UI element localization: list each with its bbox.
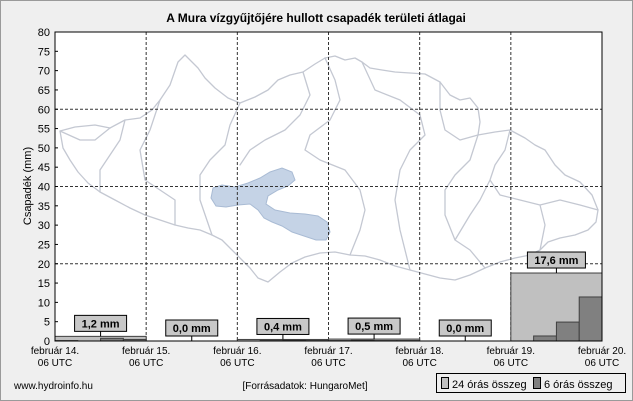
value-label: 17,6 mm [526, 251, 586, 274]
x-tick-date: február 18. [395, 346, 443, 357]
value-label-text: 0,0 mm [446, 323, 484, 335]
legend-box [436, 373, 626, 393]
y-tick-label: 55 [38, 124, 50, 136]
map-outline [59, 54, 599, 283]
chart-title: A Mura vízgyűjtőjére hullott csapadék te… [166, 11, 466, 25]
y-tick-label: 60 [38, 104, 50, 116]
x-tick-label: február 18.06 UTC [395, 346, 443, 369]
x-tick-time: 06 UTC [129, 358, 163, 369]
x-tick-time: 06 UTC [311, 358, 345, 369]
x-tick-time: 06 UTC [585, 358, 619, 369]
y-tick-label: 75 [38, 46, 50, 58]
x-tick-date: február 19. [487, 346, 535, 357]
value-label-box [165, 319, 219, 337]
x-tick-label: február 15.06 UTC [122, 346, 170, 369]
x-tick-time: 06 UTC [38, 358, 72, 369]
y-axis-ticks: 0 5 10 15 20 25 30 35 40 45 50 55 60 65 70 75 80 [38, 27, 58, 348]
value-label-text: 0,0 mm [173, 323, 211, 335]
y-tick-label: 5 [44, 317, 50, 329]
y-tick-label: 80 [38, 27, 50, 39]
x-tick-time: 06 UTC [220, 358, 254, 369]
y-tick-label: 10 [38, 297, 50, 309]
x-tick-date: február 15. [122, 346, 170, 357]
value-labels: 1,2 mm 0,0 mm 0,4 mm 0,5 mm 0,0 mm 17,6 mm [74, 251, 586, 341]
value-label-box [438, 319, 492, 337]
map-inner-borders [59, 57, 599, 271]
y-tick-label: 20 [38, 259, 50, 271]
y-tick-label: 25 [38, 239, 50, 251]
value-label-box [347, 317, 401, 335]
x-tick-date: február 14. [31, 346, 79, 357]
y-tick-label: 15 [38, 278, 50, 290]
y-tick-label: 50 [38, 143, 50, 155]
y-tick-label: 30 [38, 220, 50, 232]
value-label-text: 0,5 mm [355, 321, 393, 333]
x-tick-label: február 16.06 UTC [213, 346, 261, 369]
value-label: 0,0 mm [165, 319, 219, 341]
legend-swatch-6h [533, 377, 541, 389]
value-label-box [74, 314, 128, 332]
x-tick-label: február 17.06 UTC [304, 346, 352, 369]
x-tick-label: február 19.06 UTC [487, 346, 535, 369]
y-axis-label: Csapadék (mm) [22, 147, 34, 225]
y-tick-label: 70 [38, 66, 50, 78]
legend-label-6h: 6 órás összeg [544, 379, 612, 391]
legend-swatch-24h [441, 377, 449, 389]
x-tick-date: február 20. [578, 346, 626, 357]
legend-label-24h: 24 órás összeg [452, 379, 527, 391]
value-label-text: 17,6 mm [534, 255, 578, 267]
x-tick-date: február 16. [213, 346, 261, 357]
value-label: 1,2 mm [74, 314, 128, 337]
footer-source: [Forrásadatok: HungaroMet] [242, 381, 367, 392]
x-tick-label: február 20.06 UTC [578, 346, 626, 369]
value-label: 0,0 mm [438, 319, 492, 341]
y-tick-label: 45 [38, 162, 50, 174]
y-tick-label: 65 [38, 85, 50, 97]
x-tick-date: február 17. [304, 346, 352, 357]
value-label-text: 1,2 mm [82, 318, 120, 330]
value-label: 0,5 mm [347, 317, 401, 340]
value-label: 0,4 mm [256, 317, 310, 340]
value-label-box [526, 251, 586, 269]
x-tick-label: február 14.06 UTC [31, 346, 79, 369]
y-tick-label: 40 [38, 182, 50, 194]
x-tick-time: 06 UTC [402, 358, 436, 369]
y-tick-label: 0 [44, 336, 50, 348]
bar-6h [555, 321, 580, 342]
bar-6h [578, 296, 603, 342]
x-tick-time: 06 UTC [494, 358, 528, 369]
value-label-text: 0,4 mm [264, 321, 302, 333]
y-tick-label: 35 [38, 201, 50, 213]
footer-site: www.hydroinfo.hu [13, 381, 93, 392]
value-label-box [256, 317, 310, 335]
legend: 24 órás összeg 6 órás összeg [436, 373, 626, 393]
bar-6h [533, 335, 557, 342]
